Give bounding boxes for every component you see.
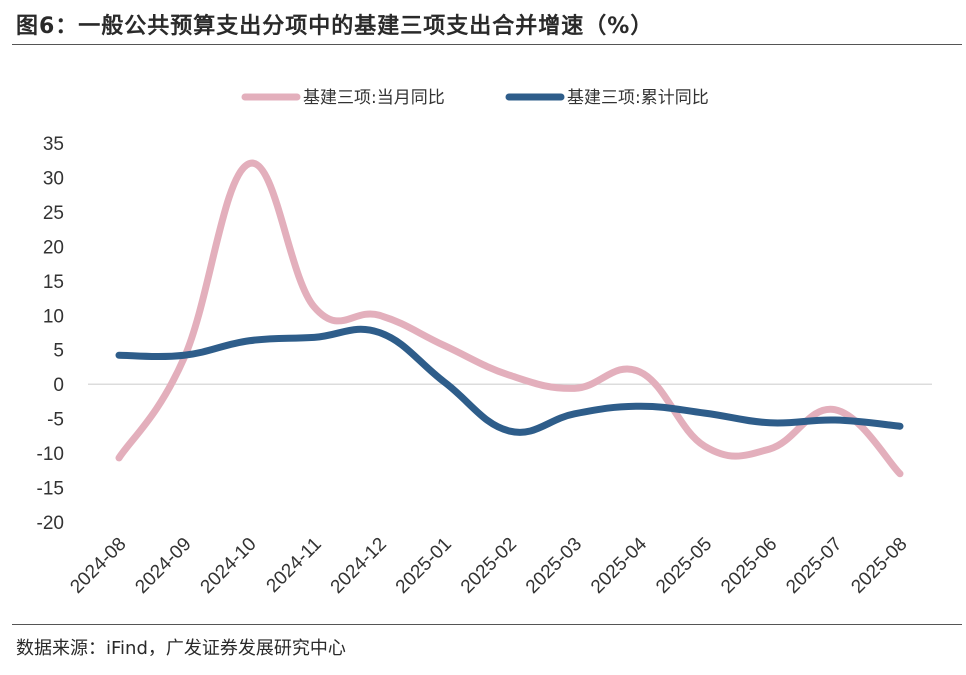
y-tick-label: 35	[43, 134, 64, 155]
series-line-monthly-yoy	[115, 159, 904, 478]
series-layer	[115, 159, 904, 478]
x-tick-label: 2025-06	[717, 534, 781, 598]
x-tick-label: 2025-01	[392, 534, 456, 598]
y-tick-label: -20	[37, 513, 64, 534]
x-tick-label: 2025-07	[782, 534, 846, 598]
data-source-note: 数据来源：iFind，广发证券发展研究中心	[16, 638, 346, 659]
y-tick-label: 5	[53, 341, 64, 362]
x-tick-label: 2024-11	[263, 534, 326, 597]
x-tick-label: 2025-02	[457, 534, 521, 598]
source-divider	[12, 624, 962, 625]
x-tick-label: 2024-08	[66, 534, 130, 598]
x-tick-label: 2024-09	[131, 534, 195, 598]
x-tick-label: 2025-04	[587, 533, 651, 597]
y-tick-label: -10	[37, 444, 64, 465]
x-tick-label: 2024-10	[197, 534, 261, 598]
legend-label: 基建三项:当月同比	[303, 88, 445, 108]
x-tick-label: 2025-08	[847, 534, 911, 598]
y-tick-label: -15	[37, 479, 64, 500]
y-tick-label: 25	[43, 203, 64, 224]
y-tick-label: 15	[43, 272, 64, 293]
chart-title: 图6：一般公共预算支出分项中的基建三项支出合并增速（%）	[16, 14, 654, 39]
x-tick-label: 2025-03	[522, 534, 586, 598]
title-divider	[12, 44, 962, 45]
x-tick-label: 2024-12	[327, 534, 391, 598]
y-tick-label: 0	[53, 375, 64, 396]
legend: 基建三项:当月同比 基建三项:累计同比	[241, 88, 709, 108]
x-tick-label: 2025-05	[652, 534, 716, 598]
y-tick-label: 20	[43, 237, 64, 258]
series-line-cumulative-yoy	[115, 325, 904, 436]
y-tick-label: 30	[43, 168, 64, 189]
legend-label: 基建三项:累计同比	[567, 88, 709, 108]
y-tick-label: 10	[43, 306, 64, 327]
y-tick-label: -5	[47, 410, 64, 431]
